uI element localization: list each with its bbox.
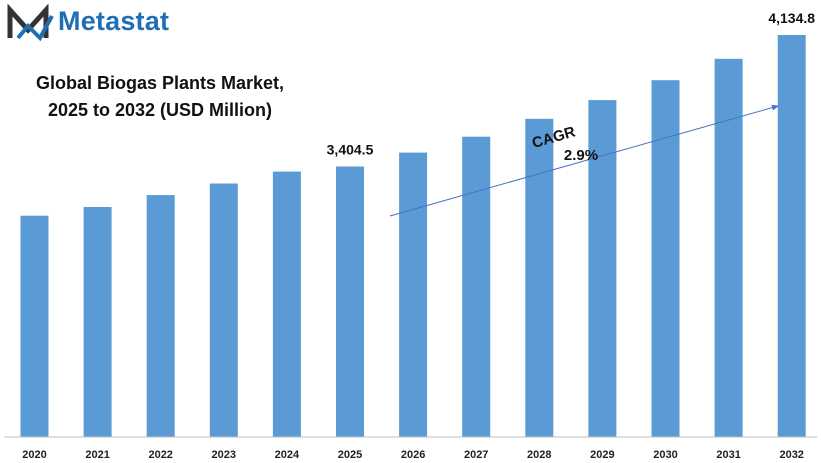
x-tick-labels: 2020 2021 2022 2023 2024 2025 2026 2027 2028 2029… [22,449,804,461]
x-tick-2021: 2021 [85,449,109,461]
x-tick-2031: 2031 [716,449,740,461]
chart-title: Global Biogas Plants Market, 2025 to 203… [10,70,310,124]
bar-2023 [209,183,238,437]
data-label-2025: 3,404.5 [327,142,374,158]
bar-2020 [20,215,49,437]
bar-2022 [146,195,175,437]
x-tick-2024: 2024 [275,449,300,461]
x-tick-2023: 2023 [212,449,236,461]
bar-2026 [399,152,428,437]
x-tick-2032: 2032 [779,449,803,461]
cagr-value: 2.9% [564,147,598,164]
bar-2032 [777,35,806,437]
logo-icon [7,4,54,42]
x-tick-2028: 2028 [527,449,551,461]
bar-2028 [525,118,554,438]
cagr-arrow [389,104,779,217]
x-tick-2027: 2027 [464,449,488,461]
bar-2024 [272,171,301,437]
bar-2025 [336,166,364,437]
data-labels: 3,404.5 4,134.8 [327,10,816,158]
chart-title-line-2: 2025 to 2032 (USD Million) [47,100,273,120]
x-tick-2030: 2030 [653,449,677,461]
bar-2030 [651,80,680,437]
x-tick-2026: 2026 [401,449,425,461]
x-tick-2025: 2025 [338,449,362,461]
x-tick-2020: 2020 [22,449,46,461]
x-tick-2022: 2022 [148,449,172,461]
bar-2027 [462,136,491,437]
x-tick-2029: 2029 [590,449,614,461]
bar-2021 [83,207,112,437]
bar-2031 [714,58,743,438]
chart-title-line-1: Global Biogas Plants Market, [35,73,285,93]
brand-name: Metastat [58,6,170,36]
bars-group [20,35,806,438]
metastat-logo [7,4,54,42]
data-label-2032: 4,134.8 [768,10,815,26]
